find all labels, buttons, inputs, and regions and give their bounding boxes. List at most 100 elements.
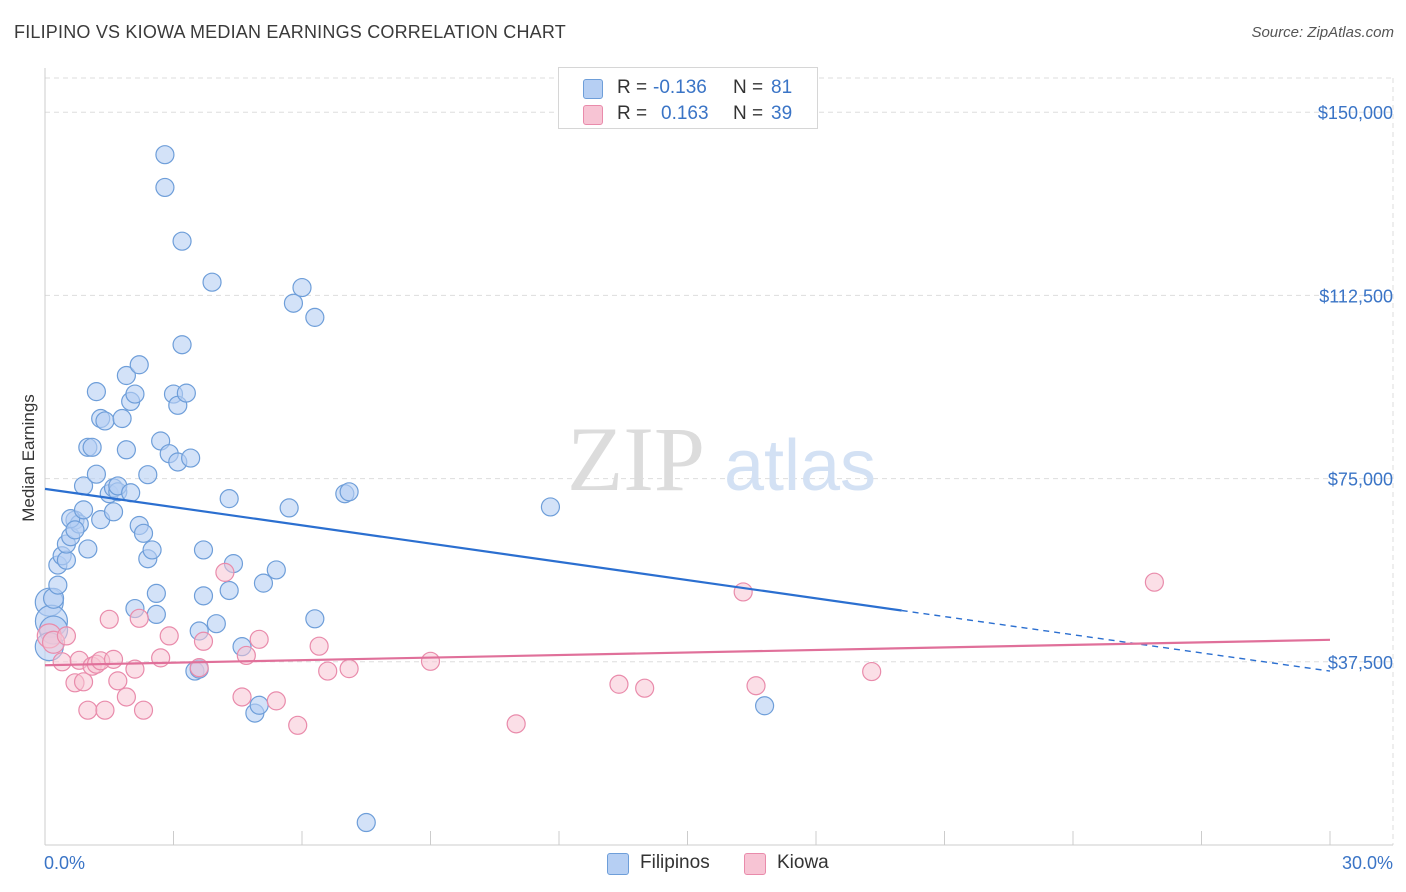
kiowa-point [733,582,753,602]
kiowa-point [95,700,115,720]
filipinos-point [219,489,239,509]
filipinos-point [193,540,214,560]
kiowa-point [103,649,124,669]
watermark-zip: ZIP [567,408,705,510]
filipinos-point [116,440,136,460]
kiowa-point [232,687,252,707]
kiowa-point [266,691,286,711]
filipinos-point [253,573,274,593]
legend-r-value: 0.163 [661,103,709,124]
legend-r-label: R = [617,77,648,98]
filipinos-point [116,365,136,386]
filipinos-swatch [583,79,603,99]
kiowa-trend-line [44,638,1331,667]
x-tick-label: 0.0% [44,853,85,873]
filipinos-point [73,500,94,520]
filipinos-point [356,812,376,833]
kiowa-swatch [744,853,766,875]
kiowa-point [635,678,655,698]
kiowa-point [249,629,269,649]
filipinos-point [95,411,115,431]
filipinos-point [133,523,154,543]
filipinos-point [48,575,68,595]
filipinos-point [129,355,149,375]
grid-lines [45,77,1395,845]
kiowa-point [159,626,179,646]
filipinos-swatch [607,853,629,875]
filipinos-point [176,383,196,403]
legend-item-label: Kiowa [777,852,829,873]
kiowa-point [609,674,629,694]
kiowa-point [506,714,526,734]
kiowa-point [133,700,154,720]
y-tick-label: $75,000 [1328,470,1393,490]
kiowa-point [309,636,329,656]
kiowa-point [129,608,149,628]
kiowa-point [116,687,136,707]
filipinos-point [142,540,162,560]
filipinos-point [305,609,325,629]
legend-item-label: Filipinos [640,852,710,873]
filipinos-point [155,145,175,165]
kiowa-point [215,562,235,582]
legend-n-label: N = [733,77,764,98]
kiowa-point [1144,572,1164,592]
kiowa-point [99,609,119,629]
kiowa-point [56,626,77,646]
filipinos-point [181,448,201,468]
filipinos-point [292,277,312,298]
filipinos-point [754,696,775,716]
chart-title: FILIPINO VS KIOWA MEDIAN EARNINGS CORREL… [14,22,566,42]
filipinos-point [103,502,124,522]
correlation-legend: R = -0.136 N = 81 R = 0.163 N = 39 [558,67,818,129]
kiowa-point [73,672,94,692]
filipinos-point [146,604,166,625]
filipinos-point [78,539,98,559]
kiowa-point [236,645,256,666]
kiowa-point [151,648,171,668]
legend-n-value: 39 [771,103,793,124]
filipinos-point [86,464,107,484]
tick-labels: $37,500 $75,000 $112,500 $150,000 0.0% 30.0% [44,103,1393,873]
y-tick-label: $112,500 [1319,286,1393,306]
axes [44,68,1393,846]
filipinos-point [206,614,226,634]
filipinos-point [202,272,222,292]
kiowa-swatch [583,105,603,125]
filipinos-point [339,482,359,502]
filipinos-point [279,498,299,518]
filipinos-point [249,695,269,715]
kiowa-point [746,676,766,696]
filipinos-point [305,307,325,327]
legend-r-value: -0.136 [653,77,707,98]
legend-n-label: N = [733,103,764,124]
kiowa-point [420,651,441,671]
source-credit: Source: ZipAtlas.com [1251,24,1394,41]
filipinos-point [155,177,175,198]
filipinos-point [266,560,286,580]
y-axis-label: Median Earnings [19,394,38,522]
filipinos-point [82,437,102,457]
filipinos-point [172,335,192,355]
y-tick-label: $150,000 [1318,103,1393,123]
watermark-atlas: atlas [724,426,876,506]
kiowa-points [36,562,1164,735]
filipinos-point [193,586,214,606]
filipinos-point [540,497,561,517]
x-tick-label: 30.0% [1342,853,1393,873]
filipinos-point [219,580,239,601]
kiowa-point [339,659,359,679]
filipinos-point [56,550,77,570]
kiowa-point [108,671,128,691]
watermark: ZIP atlas [567,408,876,510]
kiowa-point [288,715,308,735]
filipinos-point [125,384,145,404]
kiowa-point [862,661,882,682]
series-legend: Filipinos Kiowa [0,850,1406,880]
kiowa-point [52,652,72,672]
filipinos-point [283,293,304,313]
filipinos-point [112,408,132,429]
legend-r-label: R = [617,103,648,124]
kiowa-point [193,631,214,651]
